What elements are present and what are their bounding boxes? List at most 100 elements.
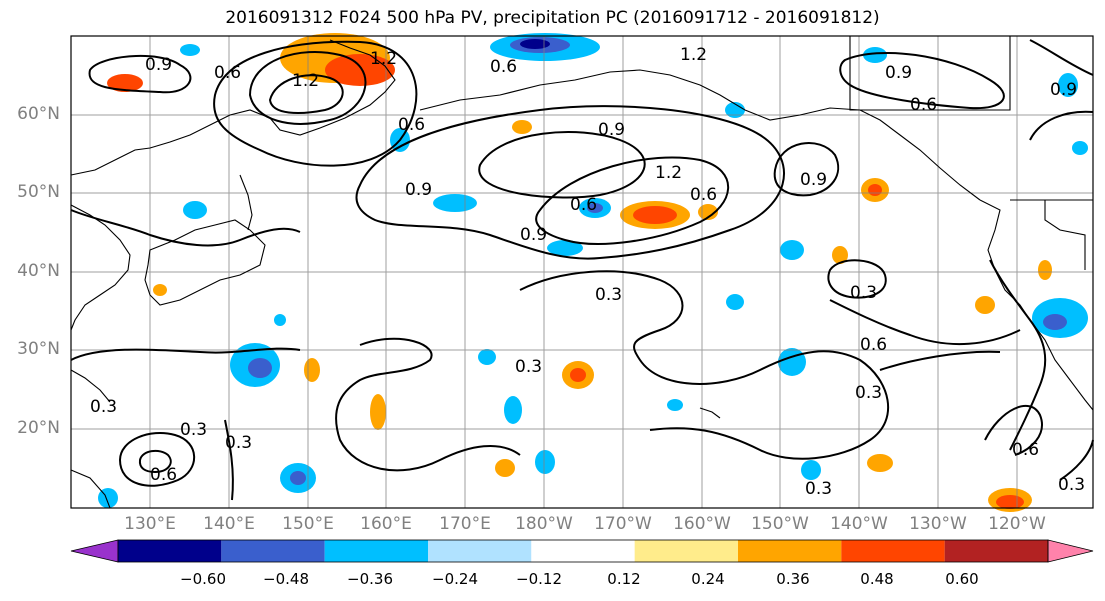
- precip-neg-blob: [478, 349, 496, 365]
- colorbar-extend-low: [70, 539, 119, 563]
- precip-neg-blob: [183, 201, 207, 219]
- precip-pos-blob: [153, 284, 167, 296]
- contour-label: 0.6: [860, 335, 887, 355]
- contour-label: 0.3: [850, 283, 877, 303]
- precip-pos-blob: [868, 184, 882, 196]
- lat-label: 20°N: [17, 418, 60, 438]
- precip-pos-blob: [512, 120, 532, 134]
- precip-neg-blob: [801, 460, 821, 480]
- colorbar: [70, 539, 1094, 563]
- philippines-coast: [70, 469, 111, 509]
- precip-neg-blob: [1058, 73, 1078, 97]
- contour-labels: 0.9 0.6 1.2 1.2 0.6 1.2 0.9 0.6 0.9 0.9 …: [90, 45, 1085, 499]
- contour-line: [268, 74, 344, 114]
- precip-pos-blob: [1038, 260, 1052, 280]
- lon-label: 130°E: [124, 514, 176, 534]
- precip-neg-blob: [433, 194, 477, 212]
- precip-neg-blob: [725, 102, 745, 118]
- contour-line: [829, 299, 1021, 345]
- contour-label: 0.3: [180, 420, 207, 440]
- precip-pos-blob: [107, 74, 143, 92]
- contour-label: 0.6: [1012, 440, 1039, 460]
- contour-label: 0.3: [805, 479, 832, 499]
- colorbar-tick-label: 0.12: [607, 570, 641, 588]
- precip-neg-blob: [1043, 314, 1067, 330]
- precip-neg-blob: [1072, 141, 1088, 155]
- precip-pos-blob: [325, 54, 395, 86]
- contour-line: [879, 350, 1001, 371]
- colorbar-bin: [324, 540, 428, 562]
- lat-label: 30°N: [17, 339, 60, 359]
- precip-pos-blob: [832, 246, 848, 264]
- contour-label: 0.3: [515, 357, 542, 377]
- colorbar-bin: [531, 540, 635, 562]
- lon-label: 150°W: [751, 514, 809, 534]
- precip-neg-blob: [248, 358, 272, 378]
- contour-line: [355, 105, 785, 260]
- colorbar-tick-label: 0.48: [860, 570, 894, 588]
- contour-label: 0.3: [90, 397, 117, 417]
- precip-neg-blob: [290, 471, 306, 485]
- contour-label: 0.6: [398, 115, 425, 135]
- lon-label: 140°E: [203, 514, 255, 534]
- precip-neg-blob: [726, 294, 744, 310]
- contour-label: 0.9: [145, 55, 172, 75]
- precip-neg-blob: [863, 47, 887, 63]
- contour-line: [1029, 110, 1094, 141]
- contour-label: 0.3: [855, 383, 882, 403]
- precip-pos-blob: [698, 204, 718, 220]
- precip-pos-blob: [370, 394, 386, 430]
- colorbar-tick-label: −0.36: [347, 570, 393, 588]
- precip-pos-blob: [570, 368, 586, 382]
- lon-label: 150°E: [282, 514, 334, 534]
- precip-pos-blob: [867, 454, 893, 472]
- colorbar-bin: [738, 540, 842, 562]
- colorbar-tick-label: −0.24: [432, 570, 478, 588]
- contour-label: 0.6: [570, 195, 597, 215]
- colorbar-extend-high: [1047, 539, 1094, 563]
- colorbar-outline: [117, 539, 1049, 563]
- contour-label: 0.9: [598, 120, 625, 140]
- canada-border: [849, 36, 1011, 111]
- asia-coast: [70, 39, 396, 176]
- contour-line: [213, 40, 418, 167]
- precip-neg-blob: [535, 450, 555, 474]
- contour-line: [224, 419, 234, 501]
- precip-pos-blob: [495, 459, 515, 477]
- contour-line: [1029, 39, 1094, 76]
- precip-neg-blob: [274, 314, 286, 326]
- contour-line: [478, 131, 646, 199]
- precip-pos-blob: [304, 358, 320, 382]
- lon-label: 160°W: [673, 514, 731, 534]
- precip-pos-blob: [996, 495, 1024, 509]
- contour-line: [70, 209, 301, 247]
- precip-neg-blob: [667, 399, 683, 411]
- contour-label: 0.6: [214, 63, 241, 83]
- colorbar-bin: [118, 540, 222, 562]
- contour-line: [984, 404, 1043, 456]
- lon-label: 170°E: [439, 514, 491, 534]
- contour-line: [70, 347, 301, 361]
- colorbar-tick-label: 0.60: [945, 570, 979, 588]
- contour-label: 0.9: [800, 170, 827, 190]
- state-borders: [1044, 200, 1086, 270]
- colorbar-tick-label: −0.48: [263, 570, 309, 588]
- contour-label: 0.6: [150, 465, 177, 485]
- contour-label: 0.6: [490, 57, 517, 77]
- contour-label: 0.9: [520, 225, 547, 245]
- contour-line: [138, 449, 172, 474]
- lon-label: 180°W: [515, 514, 573, 534]
- contour-label: 0.3: [595, 285, 622, 305]
- colorbar-tick-label: 0.36: [776, 570, 810, 588]
- contour-label: 0.3: [225, 433, 252, 453]
- contour-line: [519, 270, 889, 460]
- colorbar-bin: [944, 540, 1048, 562]
- contour-line: [827, 259, 887, 299]
- lat-label: 60°N: [17, 104, 60, 124]
- lat-label: 50°N: [17, 182, 60, 202]
- colorbar-tick-label: −0.12: [516, 570, 562, 588]
- colorbar-bin: [841, 540, 945, 562]
- sakhalin-coast: [239, 174, 253, 231]
- precip-neg-blob: [520, 39, 550, 49]
